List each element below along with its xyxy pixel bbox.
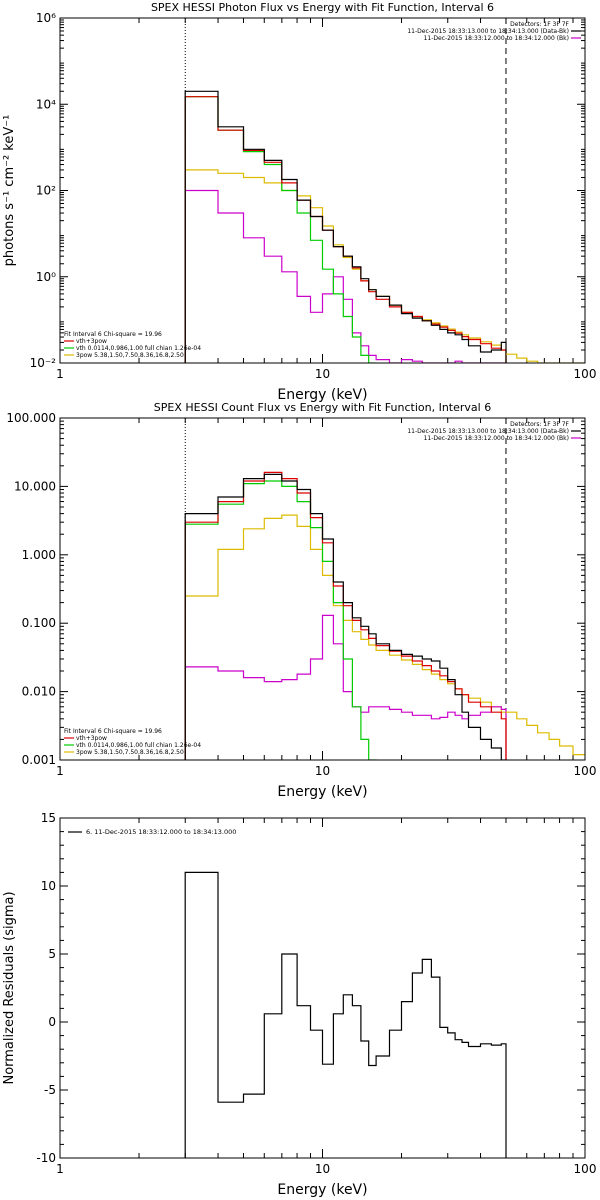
legend-entry: vth 0.0114,0.986,1.00 full chian 1.26e-0… (76, 345, 201, 352)
chart-panel-2: SPEX HESSI Count Flux vs Energy with Fit… (6, 401, 596, 800)
x-axis: 1 10 100 (56, 418, 596, 778)
fit-legend: Fit Interval 6 Chi-square = 19.96vth+3po… (64, 331, 201, 359)
y-axis: 10⁻² 10⁰ 10² 10⁴ 10⁶ (30, 11, 585, 370)
legend-entry: Fit Interval 6 Chi-square = 19.96 (64, 331, 162, 338)
plot-frame (59, 417, 586, 761)
legend-entry: vth+3pow (76, 735, 107, 742)
series-line (184, 471, 507, 760)
legend-entry: 3pow 5.38,1.50,7.50,8.36,16.8,2.50 (76, 749, 184, 756)
y-tick-label: 10 (41, 879, 56, 893)
y-tick-label: 10⁻² (30, 356, 57, 370)
legend-entry: vth+3pow (76, 338, 107, 345)
series-line (184, 480, 377, 760)
x-axis: 1 10 100 (56, 18, 596, 381)
series-line (184, 169, 507, 363)
y-tick-label: 0.010 (22, 685, 56, 699)
model-extension-line (506, 711, 585, 756)
plot-area (184, 418, 585, 760)
chart-title: SPEX HESSI Photon Flux vs Energy with Fi… (151, 1, 494, 14)
y-tick-label: 5 (48, 947, 56, 961)
y-tick-label: 100.000 (6, 411, 56, 425)
y-axis-label: Normalized Residuals (sigma) (2, 891, 17, 1084)
y-tick-label: 0.001 (22, 753, 56, 767)
y-tick-label: -10 (36, 1151, 56, 1165)
series-line (184, 514, 507, 760)
legend-entry: 3pow 5.38,1.50,7.50,8.36,16.8,2.50 (76, 352, 184, 359)
series-line (184, 871, 507, 1158)
chart-panel-1: SPEX HESSI Photon Flux vs Energy with Fi… (2, 1, 596, 403)
y-tick-label: -5 (44, 1083, 56, 1097)
y-axis: 0.001 0.010 0.100 1.000 10.000 100.000 (6, 411, 585, 767)
plot-frame (59, 17, 586, 364)
chart-title: SPEX HESSI Count Flux vs Energy with Fit… (154, 401, 491, 414)
series-line (184, 96, 507, 363)
plot-frame (59, 817, 586, 1159)
y-tick-label: 10² (36, 184, 56, 198)
x-axis-label: Energy (keV) (277, 784, 367, 800)
legend-entry: Detectors: 1F 3F 7F (510, 21, 569, 28)
x-tick-label: 10 (315, 764, 330, 778)
legend-entry: 11-Dec-2015 18:33:12.000 to 18:34:12.000… (424, 35, 569, 42)
y-axis-label: photons s⁻¹ cm⁻² keV⁻¹ (2, 115, 17, 267)
x-tick-label: 100 (574, 764, 597, 778)
y-tick-label: 10⁶ (36, 11, 56, 25)
series-line (184, 473, 507, 760)
legend-entry: 11-Dec-2015 18:33:12.000 to 18:34:12.000… (424, 435, 569, 442)
legend-entry: 11-Dec-2015 18:33:13.000 to 18:34:13.000… (407, 428, 569, 435)
x-tick-label: 1 (56, 764, 64, 778)
model-extension-line (506, 353, 585, 363)
fit-legend: Fit Interval 6 Chi-square = 19.96vth+3po… (64, 728, 201, 756)
chart-panel-3: -10 -5 0 5 10 15 1 10 100 Energy (keV) Normalized … (2, 811, 596, 1198)
x-tick-label: 1 (56, 367, 64, 381)
x-tick-label: 100 (574, 367, 597, 381)
y-tick-label: 10⁰ (36, 270, 56, 284)
y-tick-label: 0.100 (22, 616, 56, 630)
series-line (184, 189, 507, 363)
legend: 6. 11-Dec-2015 18:33:12.000 to 18:34:13.… (68, 828, 236, 836)
x-axis: 1 10 100 (56, 818, 596, 1176)
legend-entry: Fit Interval 6 Chi-square = 19.96 (64, 728, 162, 735)
x-tick-label: 10 (315, 1162, 330, 1176)
series-line (184, 90, 507, 363)
y-axis: -10 -5 0 5 10 15 (36, 811, 585, 1165)
y-tick-label: 1.000 (22, 548, 56, 562)
legend-entry: 11-Dec-2015 18:33:13.000 to 18:34:13.000… (407, 28, 569, 35)
x-tick-label: 100 (574, 1162, 597, 1176)
x-axis-label: Energy (keV) (277, 1182, 367, 1198)
legend-entry: Detectors: 1F 3F 7F (510, 421, 569, 428)
series-line (184, 96, 377, 363)
y-tick-label: 0 (48, 1015, 56, 1029)
y-tick-label: 10⁴ (36, 97, 56, 111)
x-tick-label: 1 (56, 1162, 64, 1176)
legend-entry: 6. 11-Dec-2015 18:33:12.000 to 18:34:13.… (86, 828, 236, 836)
plot-area (184, 871, 507, 1158)
y-tick-label: 15 (41, 811, 56, 825)
plot-area (184, 18, 585, 363)
x-axis-label: Energy (keV) (277, 387, 367, 403)
x-tick-label: 10 (315, 367, 330, 381)
legend-entry: vth 0.0114,0.986,1.00 full chian 1.26e-0… (76, 742, 201, 749)
y-tick-label: 10.000 (14, 479, 56, 493)
